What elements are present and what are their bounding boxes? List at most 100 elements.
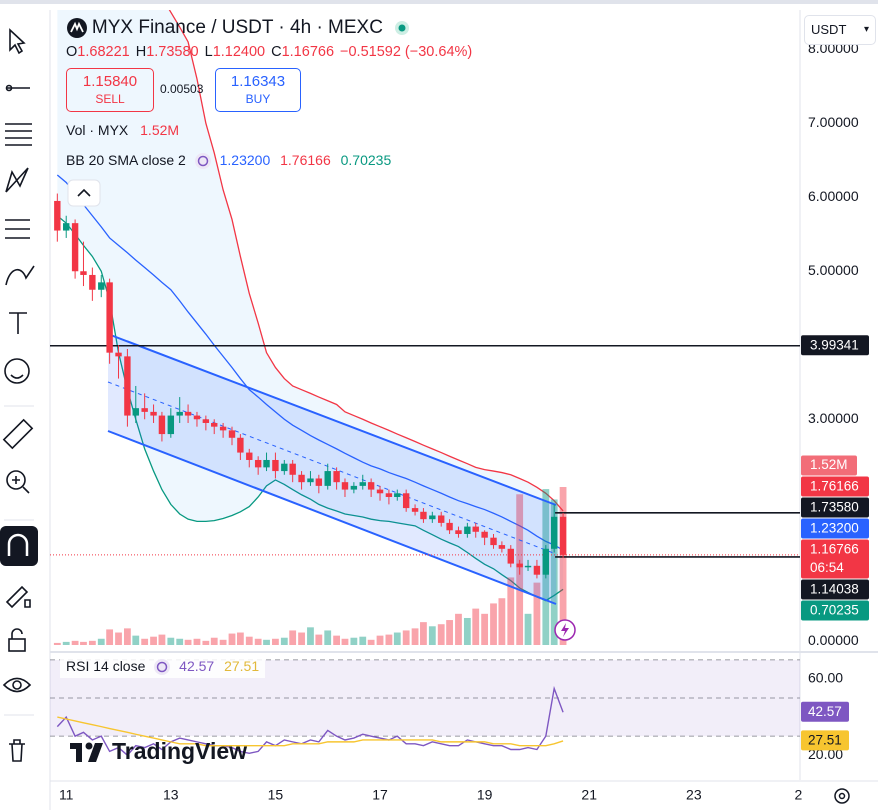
price-lines: [50, 344, 800, 558]
volume-bar: [437, 624, 445, 645]
candle-body: [193, 415, 201, 420]
volume-bar: [228, 633, 236, 645]
x-tick-label: 15: [268, 787, 284, 803]
candle-body: [411, 508, 419, 512]
candle-body: [324, 471, 331, 486]
pattern-tool[interactable]: [5, 167, 29, 193]
candle-body: [446, 522, 453, 531]
price-tag: [801, 518, 869, 539]
volume-bar: [472, 608, 480, 645]
x-tick-label: 2: [795, 787, 803, 803]
candle-body: [490, 537, 497, 546]
volume-bar: [341, 638, 349, 645]
top-border: [0, 0, 878, 4]
candle-body: [150, 411, 157, 416]
symbol-row: MYX Finance / USDT · 4h · MEXC: [66, 17, 411, 39]
forecast-tool[interactable]: [5, 219, 30, 239]
fib-tool[interactable]: [5, 123, 32, 146]
candle-body: [429, 515, 436, 520]
volume-bar: [88, 640, 96, 645]
volume-bar: [402, 630, 410, 645]
candle-body: [481, 531, 488, 538]
rsi-tag: [801, 730, 849, 751]
candle-body: [106, 282, 113, 353]
candle-body: [158, 415, 166, 435]
volume-bar: [359, 636, 367, 645]
collapse-legend-button[interactable]: [67, 179, 101, 207]
market-status[interactable]: [393, 19, 411, 37]
volume-bar: [289, 630, 297, 645]
volume-bar: [115, 632, 122, 645]
logo: TradingView: [70, 738, 247, 764]
candle-body: [559, 516, 567, 555]
delete-tool[interactable]: [9, 739, 25, 762]
candle-body: [333, 471, 340, 483]
volume-bar: [411, 628, 419, 645]
cursor-tool[interactable]: [9, 28, 26, 55]
emoji-tool[interactable]: [4, 358, 30, 384]
candle-body: [341, 482, 349, 490]
buy-button[interactable]: 1.16343 BUY: [215, 68, 301, 112]
y-tick-label: 3.00000: [808, 410, 859, 426]
volume-bar: [158, 634, 166, 645]
price-tag-label: 1.76166: [810, 479, 859, 494]
rsi-legend-title[interactable]: RSI 14 close: [66, 658, 146, 674]
volume-bar: [367, 639, 375, 645]
candle-body: [289, 463, 296, 475]
price-countdown: 06:54: [810, 560, 844, 575]
volume-bar: [202, 640, 210, 645]
candle-body: [464, 526, 471, 534]
rsi-value: 42.57: [179, 658, 215, 674]
x-tick-label: 23: [686, 787, 702, 803]
volume-bar: [481, 613, 489, 645]
trend-line-tool[interactable]: [5, 84, 30, 92]
ohlc-value: 1.16766: [281, 44, 335, 60]
volume-tag: [801, 455, 857, 476]
ruler-tool[interactable]: [2, 418, 34, 450]
bb-lower-value: 0.70235: [340, 152, 392, 168]
candle-body: [263, 459, 270, 468]
candle-body: [228, 430, 236, 438]
candle-body: [507, 548, 514, 564]
candle-body: [219, 426, 227, 431]
volume-legend-title[interactable]: Vol · MYX: [66, 122, 129, 138]
visibility-tool[interactable]: [2, 677, 32, 693]
candle-body: [472, 526, 479, 532]
brush-tool[interactable]: [5, 265, 35, 286]
lock-tool[interactable]: [8, 628, 26, 652]
ohlc-key: O: [66, 44, 78, 60]
sell-button[interactable]: 1.15840 SELL: [66, 68, 154, 112]
volume-bar: [533, 582, 541, 645]
candle-body: [71, 223, 79, 272]
buy-price: 1.16343: [230, 73, 286, 90]
currency-dropdown[interactable]: USDT ▾: [804, 15, 876, 45]
channel-upper: [107, 333, 557, 506]
y-tick-label: 6.00000: [808, 188, 859, 204]
x-tick-label: 11: [59, 787, 74, 803]
alert-icon[interactable]: [554, 619, 576, 641]
bb-line: [56, 215, 564, 602]
candle-body: [367, 482, 375, 490]
rsi-line: [57, 716, 564, 747]
lock-draw-tool[interactable]: [5, 585, 31, 609]
volume-bar: [559, 487, 567, 645]
candle-body: [211, 422, 218, 427]
zoom-tool[interactable]: [6, 470, 30, 494]
volume-bar: [124, 628, 131, 645]
bb-legend-title[interactable]: BB 20 SMA close 2: [66, 152, 186, 168]
volume-bar: [193, 638, 201, 645]
settings-button[interactable]: [834, 788, 850, 804]
volume-bar: [298, 632, 305, 645]
text-tool[interactable]: [9, 312, 27, 334]
price-tag-label: 0.70235: [810, 603, 859, 618]
bb-line: [168, 10, 564, 512]
rsi-tick-label: 60.00: [808, 670, 843, 686]
symbol-logo: [67, 18, 87, 38]
symbol-title[interactable]: MYX Finance / USDT · 4h · MEXC: [91, 17, 383, 38]
candle-body: [402, 493, 410, 509]
price-tag-label: 1.73580: [810, 500, 859, 515]
candle-body: [542, 548, 550, 575]
volume-bar: [210, 637, 218, 645]
magnet-tool-active[interactable]: [0, 526, 38, 566]
currency-label: USDT: [811, 22, 847, 37]
